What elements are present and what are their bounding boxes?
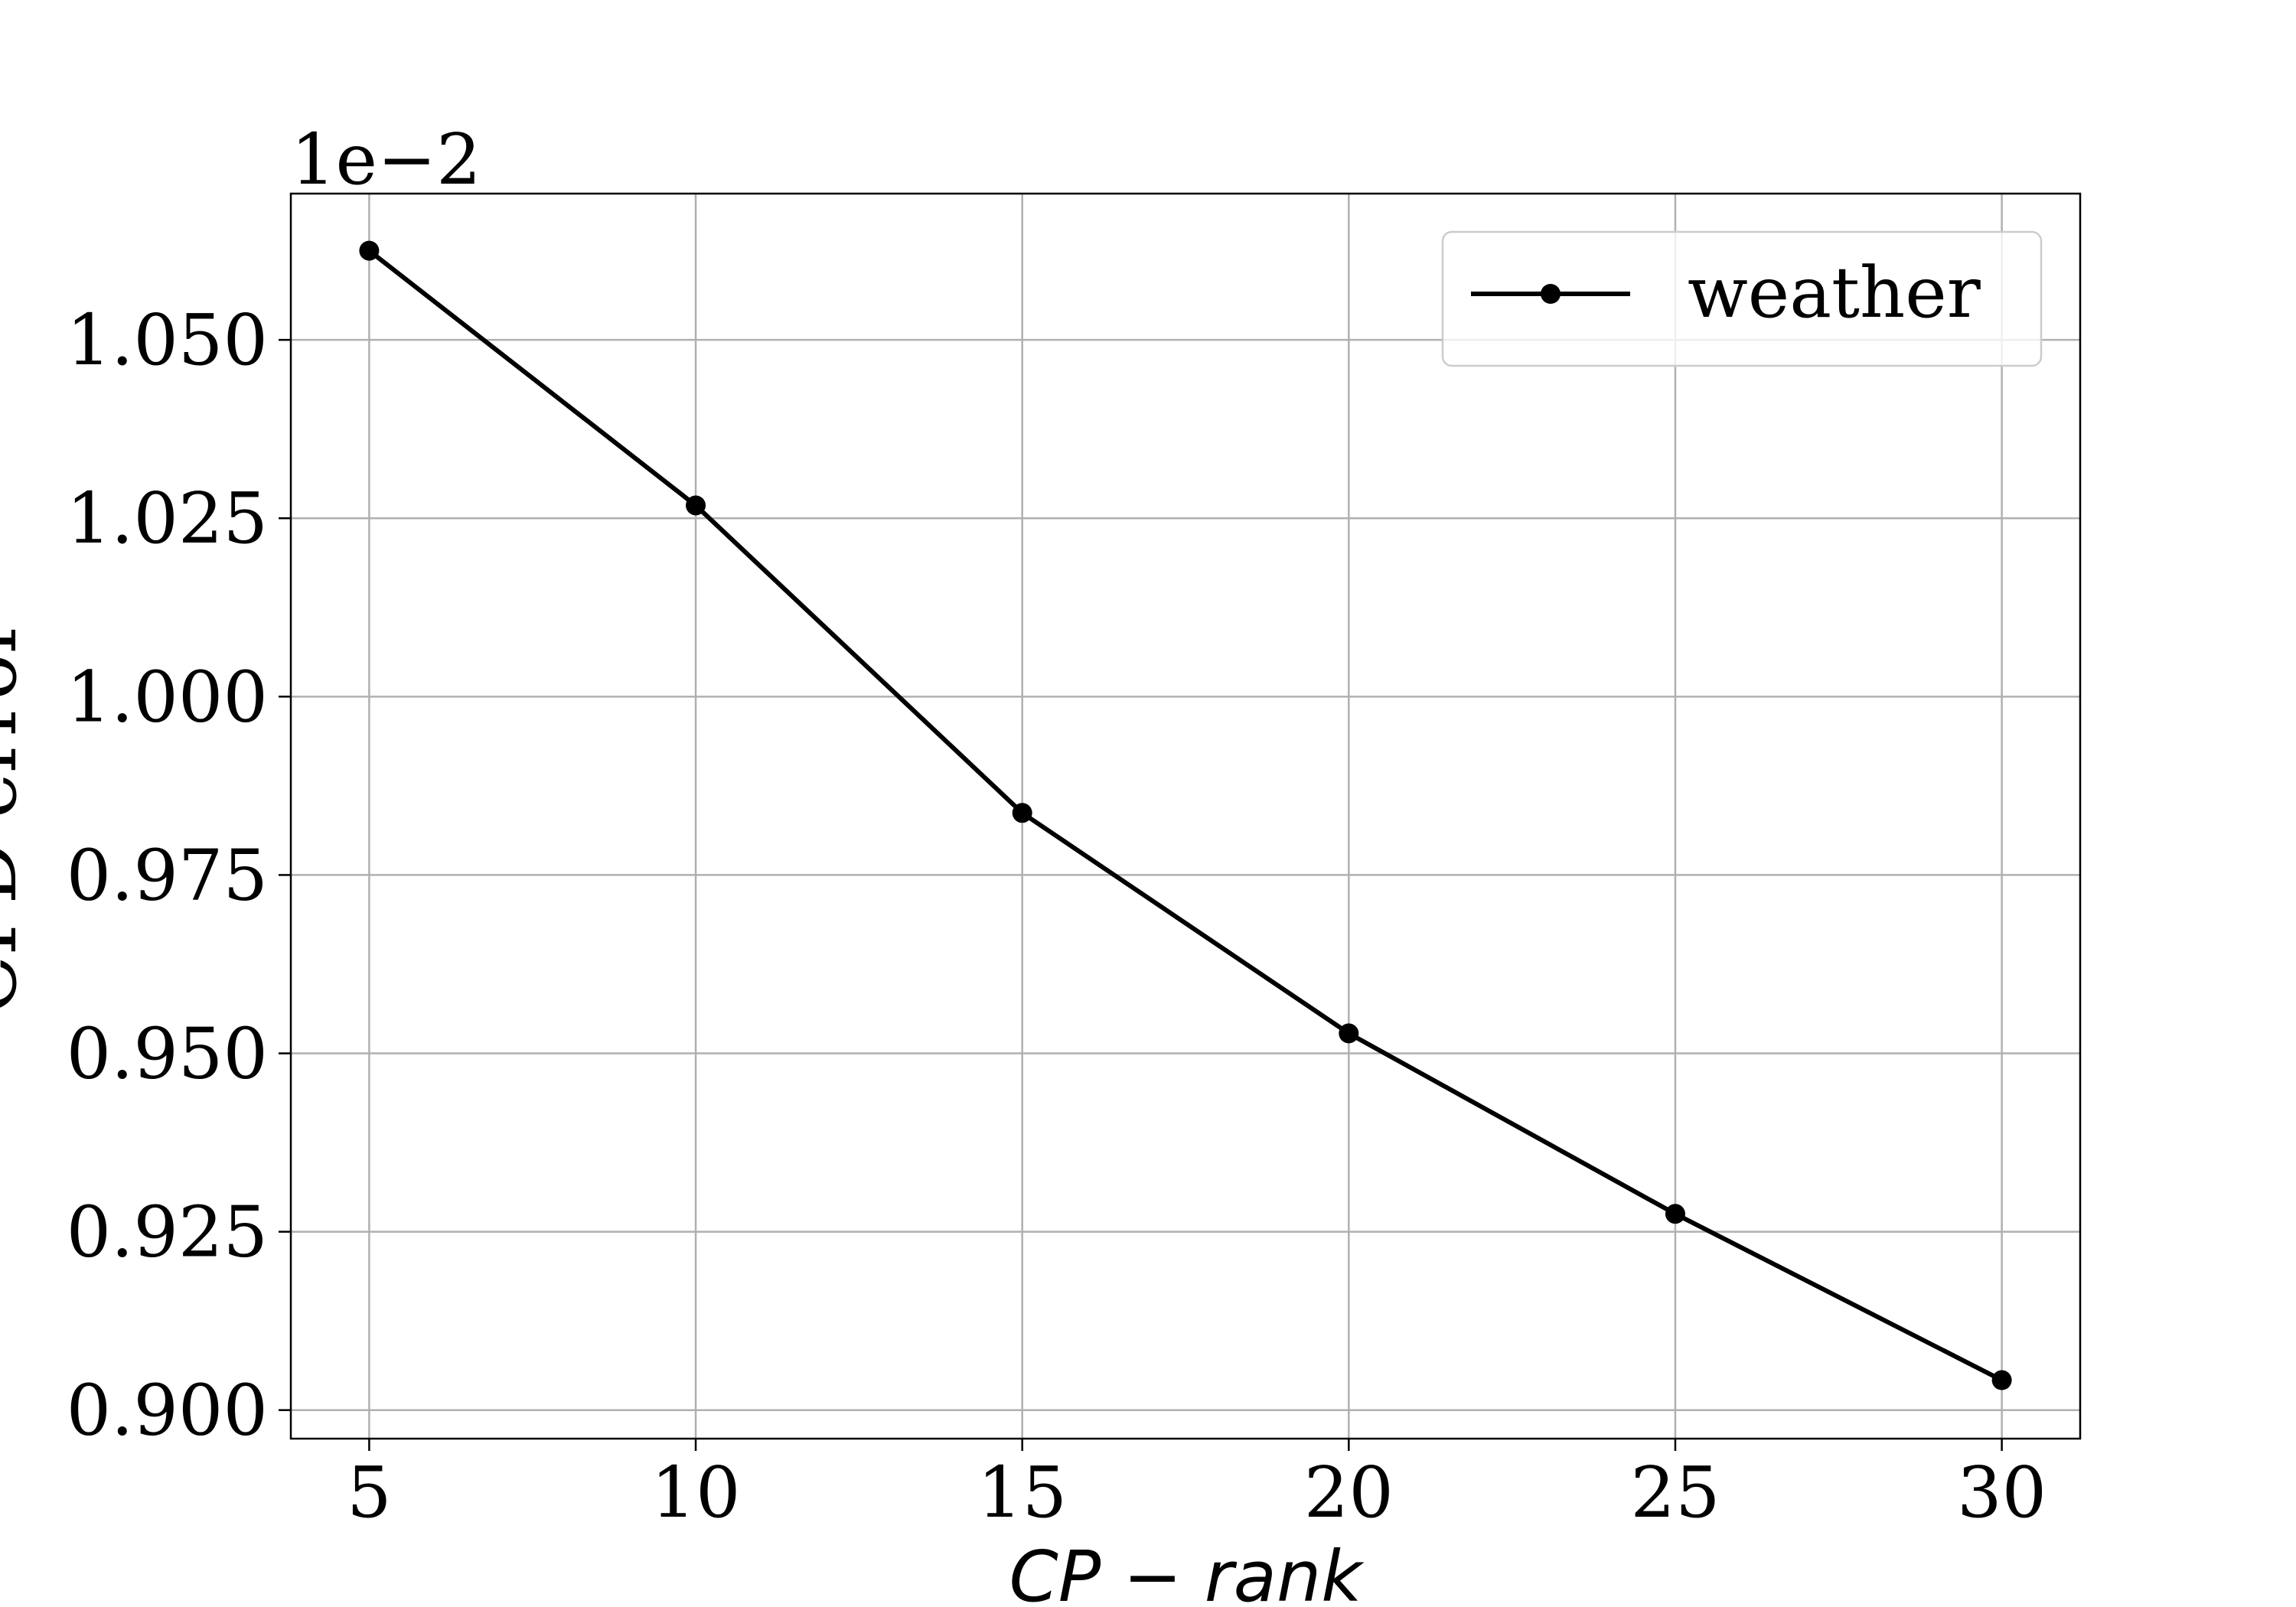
data-point (1665, 1204, 1685, 1224)
legend-marker-weather (1541, 284, 1561, 304)
y-tick-label: 0.900 (67, 1370, 268, 1452)
data-point (1339, 1023, 1359, 1044)
data-point (1012, 803, 1032, 823)
y-tick-label: 0.975 (67, 834, 268, 916)
y-tick-label: 1.000 (67, 656, 268, 738)
data-point (359, 240, 380, 261)
x-tick-label: 15 (977, 1452, 1067, 1534)
y-tick-label: 0.925 (67, 1191, 268, 1273)
x-tick-label: 10 (651, 1452, 740, 1534)
y-tick-label: 1.050 (67, 299, 268, 381)
y-tick-label: 0.950 (67, 1013, 268, 1095)
x-tick-label: 20 (1304, 1452, 1394, 1534)
y-axis-label: CPD error (0, 618, 34, 1015)
series-line-weather (367, 249, 2003, 1383)
x-tick-label: 25 (1630, 1452, 1720, 1534)
plot-frame (289, 192, 2082, 1440)
data-point (1991, 1370, 2012, 1390)
x-axis-label: CP − rank (1009, 1536, 1365, 1607)
legend: weather (1441, 230, 2043, 367)
y-tick-label: 1.025 (67, 478, 268, 559)
legend-label-weather: weather (1688, 252, 1981, 334)
x-tick-label: 5 (347, 1452, 392, 1534)
legend-box (1441, 230, 2043, 367)
ticks: 5 10 15 20 25 30 1.050 1.025 1.000 0.975 0.950 0.92… (67, 299, 2047, 1534)
x-tick-label: 30 (1957, 1452, 2047, 1534)
data-point (686, 495, 706, 516)
y-offset-label: 1e−2 (291, 119, 481, 200)
series-layer (359, 240, 2012, 1390)
